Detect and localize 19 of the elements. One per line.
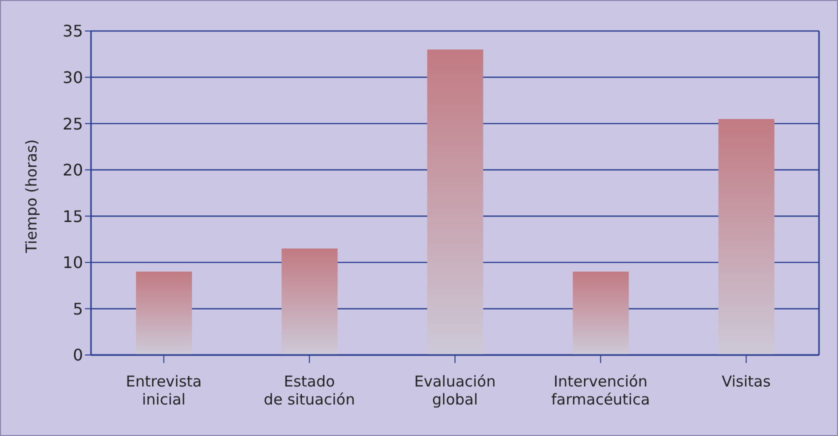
x-tick-label: Intervención farmacéutica [551,372,650,408]
bar [572,272,629,355]
y-tick-label: 15 [62,206,83,226]
x-tick-label: Evaluación global [414,372,496,408]
y-tick-label: 10 [62,253,83,272]
y-tick-label: 25 [62,114,83,134]
bar [718,118,774,355]
bar [282,248,338,355]
y-tick-label: 0 [72,346,83,365]
y-tick-label: 20 [62,160,83,180]
y-tick-label: 35 [62,22,83,41]
x-tick-label: Estado de situación [264,372,355,408]
y-axis-title: Tiempo (horas) [22,139,40,254]
x-tick-label: Visitas [722,372,771,390]
y-tick-label: 30 [62,68,83,87]
bar [427,50,484,355]
y-tick-label: 5 [72,299,83,318]
x-tick-label: Entrevista inicial [126,372,202,408]
bar [136,272,192,355]
